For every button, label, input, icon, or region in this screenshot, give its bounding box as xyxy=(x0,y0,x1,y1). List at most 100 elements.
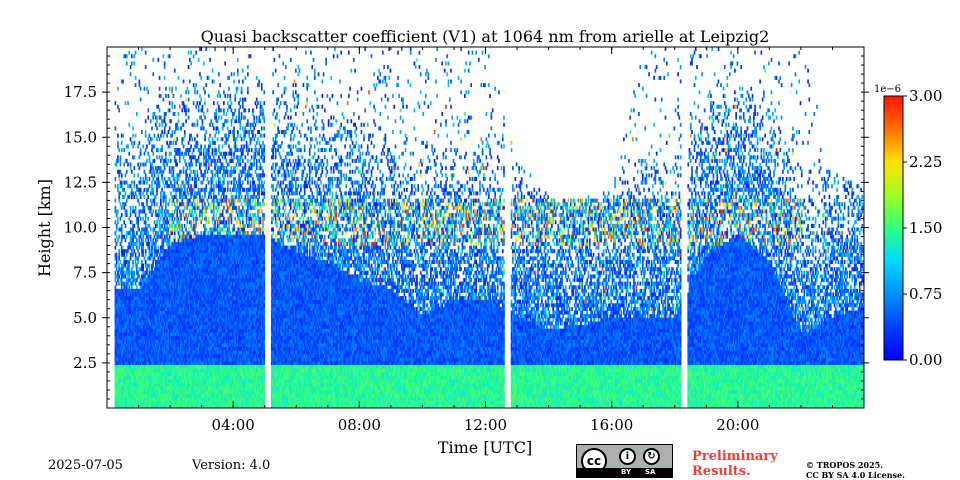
heatmap-cell xyxy=(146,191,148,195)
heatmap-cell xyxy=(142,144,144,148)
heatmap-cell xyxy=(174,238,176,242)
heatmap-cell xyxy=(151,213,153,217)
heatmap-cell xyxy=(155,123,157,127)
heatmap-cell xyxy=(185,163,187,167)
heatmap-cell xyxy=(128,123,130,127)
heatmap-cell xyxy=(150,256,152,260)
heatmap-cell xyxy=(146,267,148,271)
heatmap-cell xyxy=(174,105,176,109)
heatmap-cell xyxy=(128,51,130,55)
heatmap-cell xyxy=(169,184,171,188)
heatmap-cell xyxy=(117,159,119,163)
heatmap-cell xyxy=(142,191,144,195)
heatmap-cell xyxy=(171,134,173,138)
heatmap-cell xyxy=(183,181,185,185)
heatmap-cell xyxy=(135,134,137,138)
heatmap-cell xyxy=(146,159,148,163)
heatmap-cell xyxy=(157,246,159,250)
heatmap-cell xyxy=(132,253,134,257)
heatmap-cell xyxy=(149,177,151,181)
heatmap-cell xyxy=(157,173,159,177)
heatmap-cell xyxy=(185,105,187,109)
heatmap-cell xyxy=(181,228,183,232)
heatmap-cell xyxy=(176,137,178,141)
heatmap-cell xyxy=(136,264,138,268)
heatmap-cell xyxy=(188,90,190,94)
heatmap-cell xyxy=(132,238,134,242)
heatmap-cell xyxy=(188,184,190,188)
heatmap-cell xyxy=(145,274,147,278)
heatmap-cell xyxy=(159,206,161,210)
heatmap-cell xyxy=(145,224,147,228)
heatmap-cell xyxy=(169,108,171,112)
heatmap-cell xyxy=(173,220,175,224)
heatmap-cell xyxy=(132,134,134,138)
heatmap-cell xyxy=(125,238,127,242)
heatmap-cell xyxy=(140,191,142,195)
heatmap-cell xyxy=(165,152,167,156)
heatmap-cell xyxy=(170,119,172,123)
heatmap-cell xyxy=(117,238,119,242)
heatmap-cell xyxy=(183,137,185,141)
heatmap-cell xyxy=(159,76,161,80)
heatmap-cell xyxy=(125,274,127,278)
heatmap-cell xyxy=(125,173,127,177)
heatmap-cell xyxy=(188,191,190,195)
heatmap-cell xyxy=(117,278,119,282)
heatmap-cell xyxy=(160,159,162,163)
heatmap-cell xyxy=(136,267,138,271)
heatmap-cell xyxy=(150,199,152,203)
heatmap-cell xyxy=(117,155,119,159)
heatmap-cell xyxy=(173,141,175,145)
heatmap-cell xyxy=(147,238,149,242)
heatmap-cell xyxy=(132,144,134,148)
heatmap-cell xyxy=(155,246,157,250)
heatmap-cell xyxy=(174,202,176,206)
heatmap-cell xyxy=(146,202,148,206)
heatmap-cell xyxy=(136,112,138,116)
heatmap-cell xyxy=(151,267,153,271)
heatmap-cell xyxy=(134,274,136,278)
heatmap-cell xyxy=(168,209,170,213)
heatmap-cell xyxy=(188,51,190,55)
heatmap-cell xyxy=(139,141,141,145)
heatmap-cell xyxy=(147,137,149,141)
heatmap-cell xyxy=(140,163,142,167)
heatmap-cell xyxy=(176,163,178,167)
heatmap-cell xyxy=(152,260,154,264)
heatmap-cell xyxy=(117,184,119,188)
heatmap-cell xyxy=(165,213,167,217)
heatmap-cell xyxy=(163,170,165,174)
heatmap-cell xyxy=(118,199,120,203)
heatmap-cell xyxy=(115,220,117,224)
heatmap-cell xyxy=(139,155,141,159)
heatmap-cell xyxy=(166,224,168,228)
heatmap-cell xyxy=(118,108,120,112)
heatmap-cell xyxy=(140,195,142,199)
heatmap-cell xyxy=(163,134,165,138)
heatmap-cell xyxy=(166,235,168,239)
heatmap-cell xyxy=(135,235,137,239)
heatmap-cell xyxy=(156,191,158,195)
heatmap-cell xyxy=(168,159,170,163)
heatmap-cell xyxy=(150,170,152,174)
heatmap-cell xyxy=(165,199,167,203)
heatmap-cell xyxy=(128,260,130,264)
heatmap-cell xyxy=(152,58,154,62)
heatmap-cell xyxy=(137,199,139,203)
heatmap-cell xyxy=(161,235,163,239)
heatmap-cell xyxy=(121,231,123,235)
heatmap-cell xyxy=(118,148,120,152)
heatmap-cell xyxy=(121,148,123,152)
heatmap-cell xyxy=(121,213,123,217)
heatmap-cell xyxy=(137,271,139,275)
heatmap-cell xyxy=(150,209,152,213)
heatmap-cell xyxy=(164,76,166,80)
heatmap-cell xyxy=(137,144,139,148)
heatmap-cell xyxy=(125,224,127,228)
heatmap-cell xyxy=(176,123,178,127)
heatmap-cell xyxy=(169,166,171,170)
heatmap-cell xyxy=(130,184,132,188)
heatmap-cell xyxy=(139,246,141,250)
heatmap-cell xyxy=(132,260,134,264)
